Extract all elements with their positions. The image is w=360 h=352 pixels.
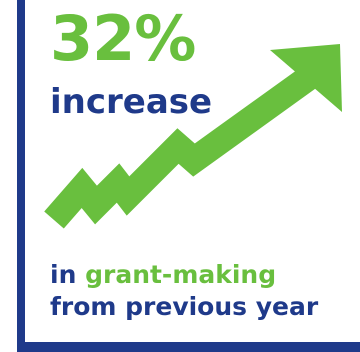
bottom-border-bar: [17, 342, 360, 352]
caption-line-1: in grant-making: [50, 262, 276, 287]
caption-lead: in: [50, 260, 77, 289]
caption-highlight: grant-making: [85, 260, 277, 289]
headline-label: increase: [50, 82, 213, 122]
left-border-bar: [17, 0, 25, 352]
arrow-head: [270, 44, 342, 112]
trend-line: [44, 67, 316, 229]
caption-line-2: from previous year: [50, 292, 319, 321]
headline-stat: 32%: [50, 2, 196, 75]
